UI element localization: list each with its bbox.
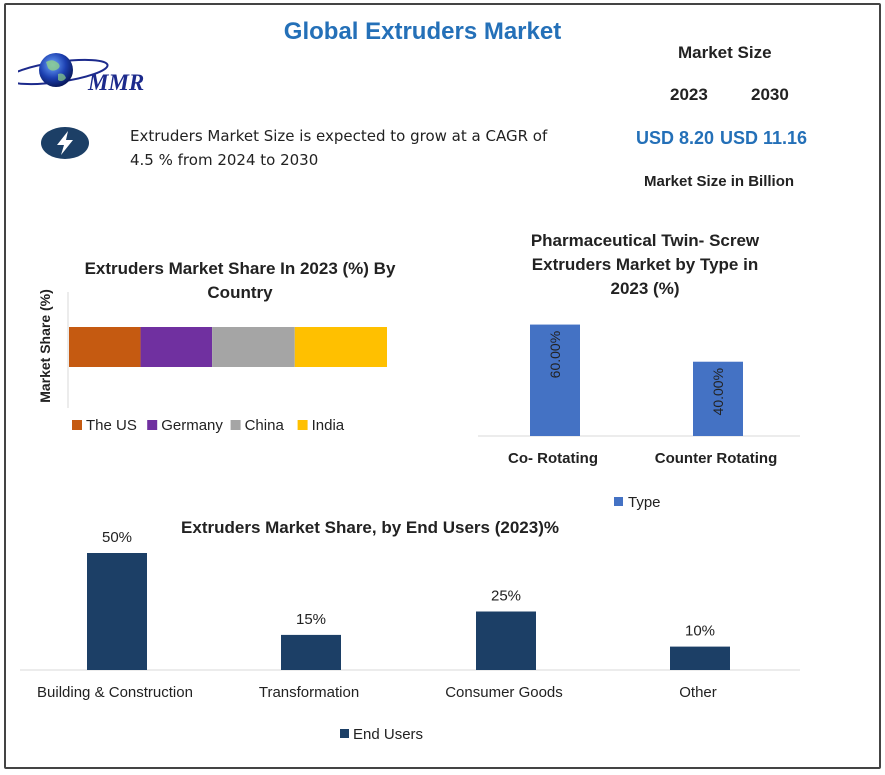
cagr-text: Extruders Market Size is expected to gro… — [130, 127, 548, 169]
chart1-legend-label: The US — [86, 417, 137, 434]
chart1-y-axis-label: Market Share (%) — [37, 289, 53, 403]
chart2-bar — [693, 361, 743, 436]
chart2-title-line: Pharmaceutical Twin- Screw — [531, 231, 760, 250]
chart3-legend-swatch — [340, 729, 349, 738]
chart3-category-label: Transformation — [259, 684, 359, 701]
chart3-category-label: Other — [679, 684, 717, 701]
chart2-data-label: 60.00% — [547, 331, 563, 378]
chart1-legend-swatch — [230, 420, 241, 430]
chart2-title-line: Extruders Market by Type in — [532, 255, 758, 274]
chart3-data-label: 10% — [685, 623, 715, 640]
chart1-legend-label: India — [312, 417, 345, 434]
logo-text: MMR — [88, 70, 145, 95]
chart3-bar — [281, 634, 341, 670]
year-2030: 2030 — [751, 85, 789, 104]
chart1-bar-segment — [294, 327, 387, 367]
chart1-legend-swatch — [72, 420, 82, 430]
chart3-bar — [670, 646, 730, 670]
chart1-bar-segment — [212, 327, 295, 367]
chart3-data-label: 50% — [102, 529, 132, 546]
chart3-bar — [476, 611, 536, 670]
chart2-data-label: 40.00% — [710, 368, 726, 415]
chart1-legend-swatch — [147, 420, 158, 430]
chart3-data-label: 15% — [296, 611, 326, 628]
chart3-data-label: 25% — [491, 588, 521, 605]
page-title: Global Extruders Market — [283, 18, 562, 45]
chart3-category-label: Building & Construction — [37, 684, 193, 701]
chart3-title: Extruders Market Share, by End Users (20… — [181, 518, 559, 537]
market-value-2030: USD 11.16 — [720, 128, 808, 148]
chart3-category-label: Consumer Goods — [445, 684, 563, 701]
year-2023: 2023 — [670, 85, 708, 104]
chart1-legend-label: China — [245, 417, 285, 434]
globe-icon — [7, 53, 109, 87]
chart2-category-label: Co- Rotating — [508, 450, 598, 467]
chart1-legend-label: Germany — [161, 417, 223, 434]
chart2-category-label: Counter Rotating — [655, 450, 777, 467]
market-size-heading: Market Size — [678, 43, 772, 62]
chart1-title-line: Extruders Market Share In 2023 (%) By — [85, 259, 396, 278]
market-size-unit: Market Size in Billion — [644, 173, 795, 190]
market-value-2023: USD 8.20 — [636, 128, 715, 148]
chart1-bar-segment — [140, 327, 213, 367]
chart1-bar-segment — [69, 327, 141, 367]
chart3-legend-label: End Users — [353, 726, 423, 743]
chart1-legend-swatch — [297, 420, 308, 430]
chart2-title-line: 2023 (%) — [611, 279, 680, 298]
chart2-legend-swatch — [614, 497, 623, 506]
chart1-title-line: Country — [207, 283, 273, 302]
chart2-bar — [530, 324, 580, 436]
mmr-logo: MMR — [7, 50, 158, 100]
lightning-icon — [41, 127, 89, 159]
chart3-bar — [87, 553, 147, 670]
chart2-legend-label: Type — [628, 494, 661, 511]
